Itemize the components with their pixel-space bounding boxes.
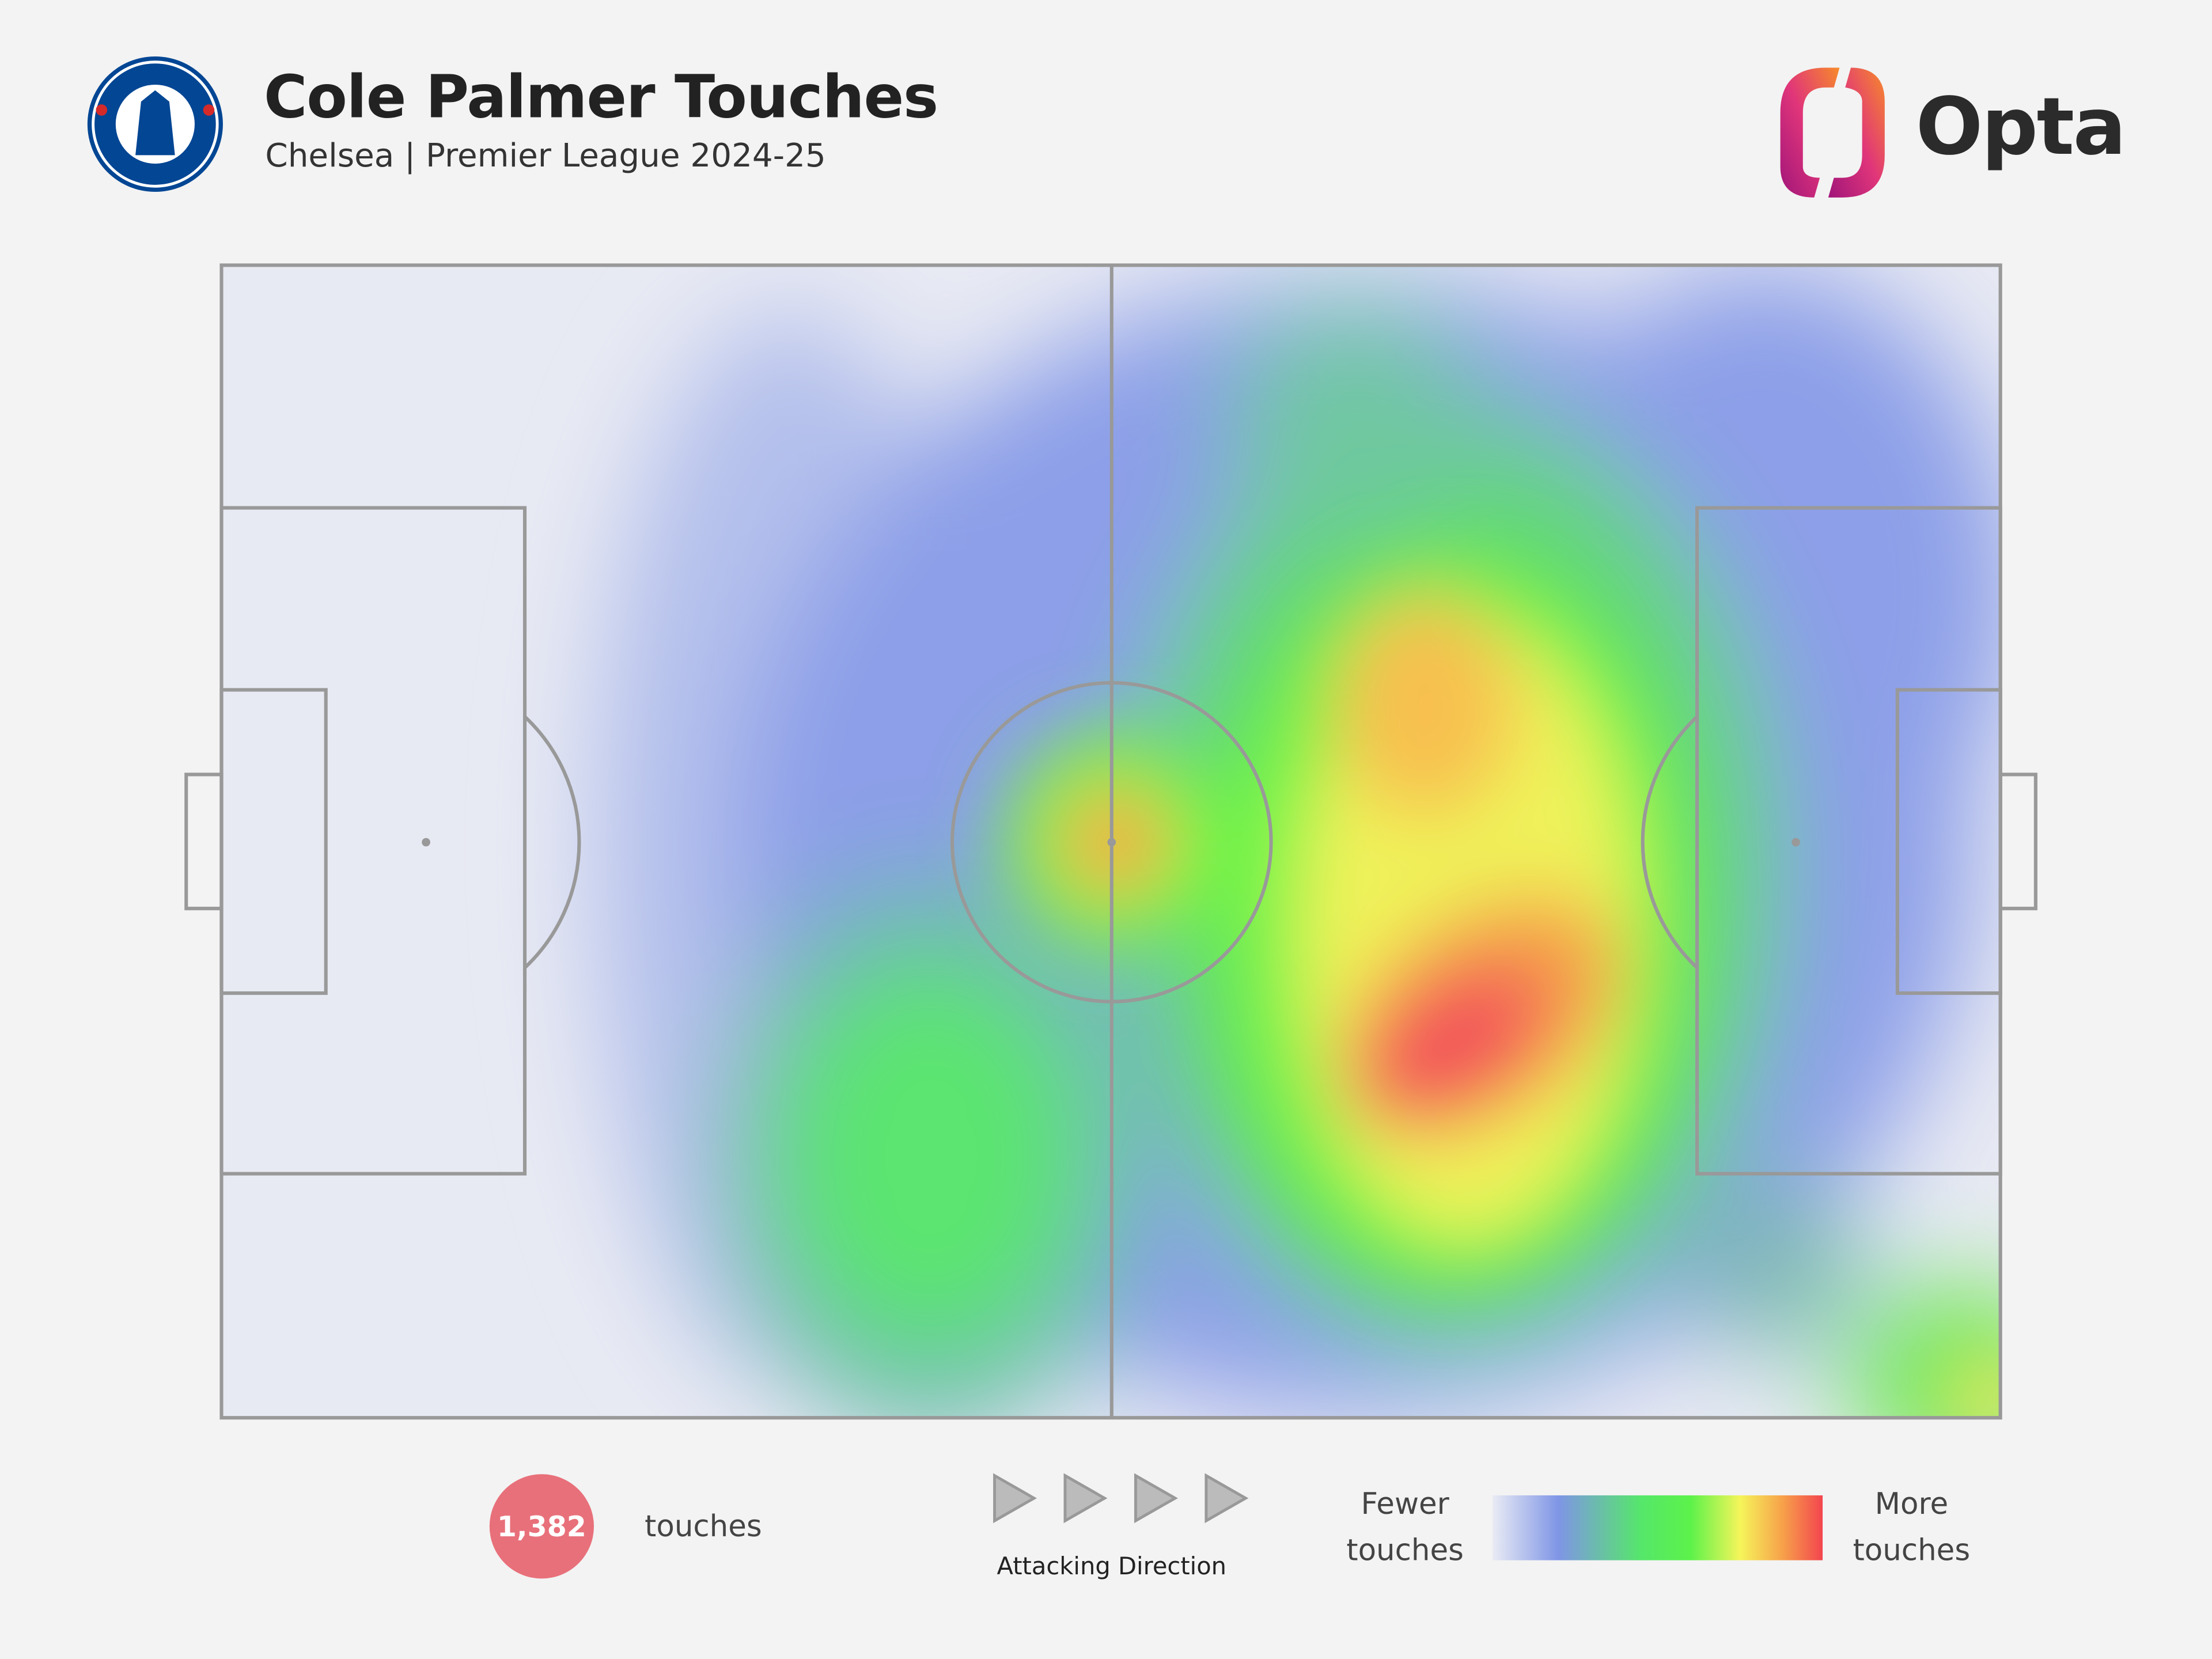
heatmap: [221, 265, 2001, 1418]
subtitle: Chelsea | Premier League 2024-25: [265, 138, 826, 175]
title: Cole Palmer Touches: [263, 62, 938, 131]
legend-high: More touches: [1853, 1487, 1971, 1567]
brand-logo: [1780, 67, 1885, 198]
club-badge: [87, 56, 223, 192]
pitch-spots: [422, 838, 1800, 847]
brand: Opta: [1915, 82, 2127, 174]
legend-gradient: [1493, 1495, 1823, 1560]
direction-arrows: [993, 1473, 1249, 1524]
stat-label: touches: [645, 1509, 762, 1544]
legend-low: Fewer touches: [1346, 1487, 1464, 1567]
stat-badge: [489, 1474, 594, 1579]
stat-value: 1,382: [497, 1509, 586, 1544]
direction-label: Attacking Direction: [997, 1553, 1227, 1582]
